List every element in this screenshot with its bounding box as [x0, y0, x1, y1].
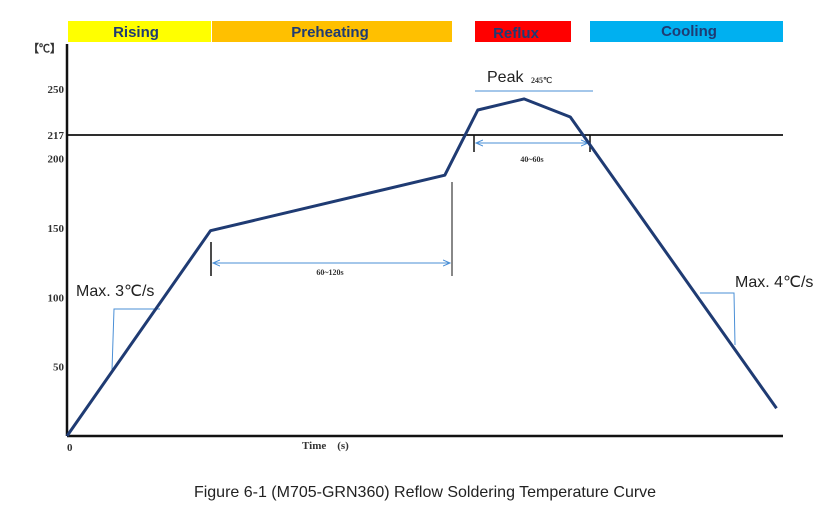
y-tick-label-250: 250	[48, 84, 65, 96]
phase-cooling-bar	[590, 21, 783, 42]
temperature-curve	[65, 97, 778, 437]
peak-temp-label: 245℃	[531, 76, 552, 85]
phase-cooling-label: Cooling	[661, 23, 717, 40]
reflow-duration-marker	[473, 135, 591, 152]
cooling-slope-guide	[700, 292, 736, 346]
cooling-slope-label: Max. 4℃/s	[735, 274, 813, 291]
phase-reflux-bar	[475, 21, 571, 42]
y-tick-label-217: 217	[48, 130, 65, 142]
reflow-duration-label: 40~60s	[520, 155, 543, 164]
x-tick-label-0: 0	[67, 442, 73, 454]
y-unit-label: 【℃】	[28, 42, 61, 55]
figure-caption: Figure 6-1 (M705-GRN360) Reflow Solderin…	[194, 484, 656, 501]
phase-rising-label: Rising	[113, 24, 159, 41]
preheat-duration-marker	[210, 182, 453, 276]
phase-preheating-label: Preheating	[291, 24, 369, 41]
x-axis-title: Time (s)	[302, 440, 349, 452]
rising-slope-label: Max. 3℃/s	[76, 283, 154, 300]
phase-rising-bar	[68, 21, 211, 42]
preheat-duration-label: 60~120s	[316, 268, 343, 277]
peak-label: Peak	[487, 69, 524, 86]
y-tick-label-150: 150	[48, 223, 65, 235]
y-tick-label-200: 200	[48, 154, 65, 166]
phase-bar: Rising Preheating Reflux Cooling	[68, 21, 783, 42]
phase-preheating-bar	[212, 21, 452, 42]
y-tick-label-50: 50	[53, 362, 65, 374]
phase-reflux-label: Reflux	[493, 25, 540, 42]
rising-slope-guide	[111, 308, 160, 371]
y-tick-label-100: 100	[48, 292, 65, 304]
y-tick-labels: 50 100 150 200 217 250	[48, 84, 65, 373]
